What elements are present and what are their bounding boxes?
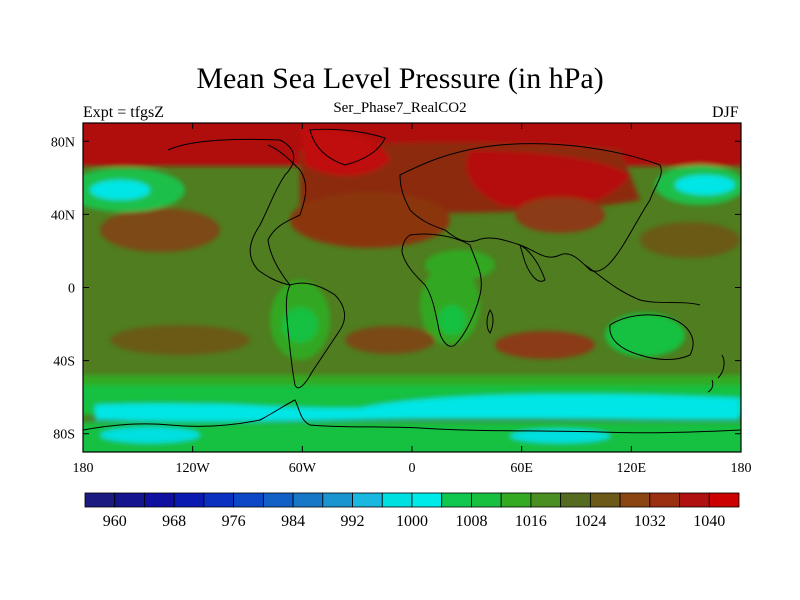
field-eastern-pacific-high	[640, 222, 740, 258]
field-icelandic-low-core	[675, 175, 735, 195]
colorbar-label: 992	[341, 513, 365, 530]
field-greenland-red	[300, 128, 390, 176]
field-antarctic-cyan-east	[510, 429, 610, 443]
colorbar-swatch	[589, 492, 621, 508]
colorbar-label: 968	[162, 513, 186, 530]
colorbar-label: 984	[281, 513, 305, 530]
coast-greenland	[309, 128, 386, 166]
colorbar-swatch	[203, 492, 235, 508]
axis-ticks: 180 120W 60W 0 60E 120E 180 80N 40N 0 40S 80S	[51, 123, 752, 476]
colorbar-swatch	[292, 492, 324, 508]
field-weddell-cyan	[110, 404, 290, 420]
coast-australia	[609, 314, 694, 360]
season-label: DJF	[712, 104, 739, 121]
coast-north-america	[167, 138, 307, 286]
x-tick-label: 0	[409, 461, 416, 476]
coastlines	[83, 128, 741, 434]
y-tick-label: 80S	[53, 428, 75, 443]
field-south-america-core	[282, 307, 318, 343]
colorbar-swatch	[173, 492, 205, 508]
y-tick-label: 40S	[53, 355, 75, 370]
experiment-label: Expt = tfgsZ	[83, 104, 165, 121]
y-tick-label: 40N	[51, 208, 75, 223]
colorbar-swatch	[441, 492, 472, 508]
field-africa-core	[438, 305, 466, 335]
map-field	[83, 123, 741, 452]
chart-subtitle: Ser_Phase7_RealCO2	[333, 100, 467, 116]
colorbar-swatch	[114, 492, 145, 508]
x-tick-label: 120W	[176, 461, 211, 476]
colorbar-swatch	[679, 492, 710, 508]
colorbar-swatch	[322, 492, 353, 508]
field-antarctic-cyan-west	[100, 427, 200, 443]
colorbar-label: 1016	[515, 513, 547, 530]
field-siberia-red	[466, 150, 630, 209]
field-australia-low	[605, 313, 685, 357]
field-south-indian-high	[495, 331, 595, 359]
chart-title: Mean Sea Level Pressure (in hPa)	[196, 62, 604, 95]
y-tick-label: 80N	[51, 135, 75, 150]
field-atlantic-high	[290, 192, 450, 248]
x-tick-label: 180	[731, 461, 752, 476]
colorbar: 960 968 976 984 992 1000 1008 1016 1024 1032 1040	[84, 492, 740, 530]
field-south-pacific-high	[110, 325, 250, 355]
colorbar-swatch	[708, 492, 740, 508]
colorbar-swatch	[649, 492, 680, 508]
colorbar-label: 1040	[693, 513, 725, 530]
colorbar-swatch	[381, 492, 413, 508]
colorbar-swatch	[262, 492, 294, 508]
coast-south-america	[285, 282, 346, 389]
colorbar-label: 960	[103, 513, 127, 530]
colorbar-label: 1008	[455, 513, 487, 530]
colorbar-label: 1000	[396, 513, 428, 530]
field-aleutian-low-core	[90, 180, 150, 200]
y-tick-label: 0	[68, 282, 75, 297]
field-asia-high	[515, 197, 605, 233]
field-south-atlantic-high	[345, 326, 435, 354]
coast-madagascar	[486, 309, 494, 334]
colorbar-swatch	[411, 492, 443, 508]
colorbar-swatch	[352, 492, 383, 508]
colorbar-swatch	[233, 492, 264, 508]
coast-new-zealand	[707, 354, 725, 393]
colorbar-swatch	[560, 492, 591, 508]
field-pacific-high	[100, 208, 220, 252]
colorbar-swatch	[619, 492, 651, 508]
coast-southeast-asia	[584, 264, 701, 306]
colorbar-swatch	[84, 492, 116, 508]
colorbar-swatch	[500, 492, 532, 508]
x-tick-label: 180	[73, 461, 94, 476]
x-tick-label: 60E	[510, 461, 533, 476]
colorbar-label: 1024	[574, 513, 606, 530]
x-tick-label: 120E	[617, 461, 647, 476]
coast-india	[519, 244, 546, 282]
colorbar-swatch	[530, 492, 562, 508]
colorbar-swatch	[471, 492, 502, 508]
colorbar-label: 976	[222, 513, 246, 530]
x-tick-label: 60W	[289, 461, 317, 476]
colorbar-swatch	[144, 492, 175, 508]
field-indian-ocean-green	[425, 250, 495, 280]
coast-africa	[401, 233, 482, 347]
coast-antarctica	[83, 399, 741, 434]
colorbar-label: 1032	[634, 513, 666, 530]
coast-eurasia	[399, 143, 662, 272]
